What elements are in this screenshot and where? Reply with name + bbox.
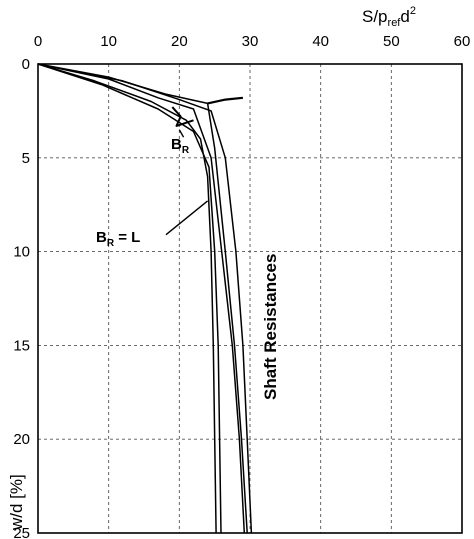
br-leader-line (178, 129, 185, 138)
x-tick-labels: 0 10 20 30 40 50 60 (34, 33, 471, 50)
series-line (37, 63, 222, 534)
x-tick-label: 0 (34, 33, 42, 50)
x-tick-label: 50 (383, 33, 400, 50)
series-line (37, 63, 217, 534)
y-tick-label: 25 (13, 525, 30, 539)
br-annotation: BR (171, 136, 190, 156)
y-tick-label: 0 (22, 56, 30, 73)
series-group (37, 63, 253, 534)
y-tick-label: 20 (13, 431, 30, 448)
plot-frame (37, 63, 463, 534)
series-tail (207, 96, 244, 105)
x-axis-title: S/prefd2 (362, 5, 416, 29)
br-eq-l-leader-line (165, 200, 209, 236)
series-line (37, 63, 246, 534)
shaft-resistances-annotation: Shaft Resistances (261, 254, 280, 400)
y-tick-label: 5 (22, 150, 30, 167)
x-tick-label: 60 (454, 33, 471, 50)
y-tick-labels: 0 5 10 15 20 25 (13, 56, 30, 539)
y-tick-label: 10 (13, 244, 30, 261)
x-tick-label: 30 (242, 33, 259, 50)
grid (38, 64, 462, 533)
x-tick-label: 20 (171, 33, 188, 50)
series-kink (171, 106, 194, 127)
x-tick-label: 40 (312, 33, 329, 50)
y-axis-title: w/d [%] (7, 474, 26, 531)
x-tick-label: 10 (100, 33, 117, 50)
br-eq-l-annotation: BR = L (96, 229, 140, 249)
y-tick-label: 15 (13, 337, 30, 354)
series-line (37, 63, 253, 534)
